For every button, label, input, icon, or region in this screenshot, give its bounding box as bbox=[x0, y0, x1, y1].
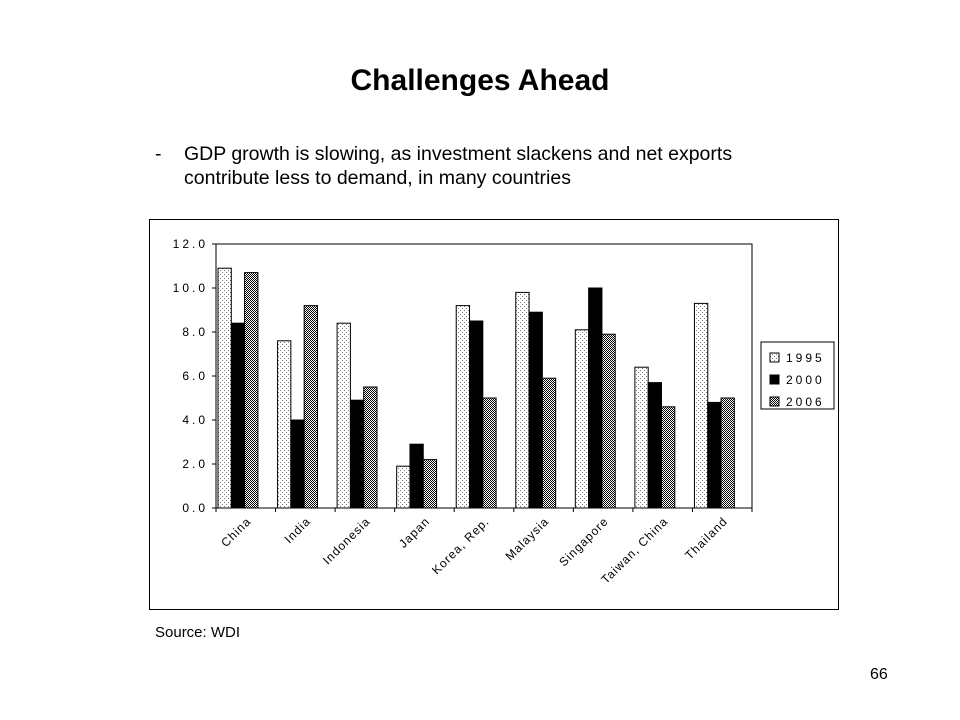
x-tick-label: Korea, Rep. bbox=[429, 514, 492, 577]
bar-1995-1 bbox=[277, 340, 292, 509]
bar-2006-2 bbox=[363, 386, 378, 509]
y-tick-label: 12.0 bbox=[173, 237, 208, 251]
bar-1995-6 bbox=[574, 329, 590, 509]
gdp-growth-bar-chart: 0.0 2.0 4.0 6.0 8.0 10.0 12.0 China India Indones… bbox=[173, 237, 835, 587]
bar-2000-8 bbox=[707, 401, 722, 509]
legend-label: 2000 bbox=[786, 373, 825, 387]
bar-2000-7 bbox=[647, 382, 662, 509]
plot-area: 0.0 2.0 4.0 6.0 8.0 10.0 12.0 China India Indones… bbox=[173, 237, 753, 587]
x-tick-label: India bbox=[282, 514, 314, 546]
y-tick-label: 10.0 bbox=[173, 281, 208, 295]
bar-2006-6 bbox=[601, 333, 616, 509]
bar-1995-0 bbox=[217, 267, 232, 509]
bar-2000-2 bbox=[349, 399, 365, 509]
legend-swatch-2000 bbox=[769, 374, 780, 385]
legend-label: 2006 bbox=[786, 395, 825, 409]
bar-2000-6 bbox=[588, 287, 603, 509]
bar-2006-1 bbox=[303, 305, 318, 509]
bar-2000-3 bbox=[409, 443, 424, 509]
x-tick-label: Japan bbox=[396, 514, 433, 551]
bar-2006-3 bbox=[422, 459, 438, 509]
bar-2000-5 bbox=[528, 311, 543, 509]
y-tick-label: 2.0 bbox=[182, 457, 208, 471]
bar-2006-7 bbox=[660, 406, 676, 509]
y-tick-label: 6.0 bbox=[182, 369, 208, 383]
bar-2006-5 bbox=[541, 377, 557, 509]
bar-1995-8 bbox=[693, 302, 709, 509]
x-tick-label: Malaysia bbox=[503, 514, 552, 563]
y-tick-label: 0.0 bbox=[182, 501, 208, 515]
x-tick-label: China bbox=[218, 514, 254, 550]
bar-2000-1 bbox=[290, 419, 305, 509]
x-tick-label: Singapore bbox=[556, 514, 611, 569]
bar-1995-2 bbox=[336, 322, 351, 509]
x-tick-label: Thailand bbox=[682, 514, 730, 562]
bar-2006-0 bbox=[244, 272, 259, 509]
bar-1995-5 bbox=[515, 291, 530, 509]
y-tick-label: 4.0 bbox=[182, 413, 208, 427]
legend-swatch-1995 bbox=[769, 352, 780, 363]
bar-2000-0 bbox=[230, 322, 246, 509]
x-tick-label: Indonesia bbox=[320, 514, 373, 567]
chart-frame: 0.0 2.0 4.0 6.0 8.0 10.0 12.0 China India Indones… bbox=[149, 219, 839, 610]
bar-2000-4 bbox=[469, 320, 484, 509]
bar-1995-3 bbox=[396, 465, 411, 509]
bar-1995-4 bbox=[455, 305, 471, 509]
slide-title: Challenges Ahead bbox=[350, 64, 610, 97]
legend-swatch-2006 bbox=[769, 396, 780, 407]
page-number: 66 bbox=[870, 666, 888, 683]
legend-label: 1995 bbox=[786, 351, 825, 365]
source-note: Source: WDI bbox=[155, 624, 241, 641]
y-tick-label: 8.0 bbox=[182, 325, 208, 339]
bar-2006-4 bbox=[482, 397, 497, 509]
legend: 1995 2000 2006 bbox=[760, 341, 835, 410]
bullet-marker: - bbox=[155, 143, 162, 165]
bar-1995-7 bbox=[634, 366, 649, 509]
bar-2006-8 bbox=[720, 397, 735, 509]
bullet-text: GDP growth is slowing, as investment sla… bbox=[184, 143, 733, 189]
